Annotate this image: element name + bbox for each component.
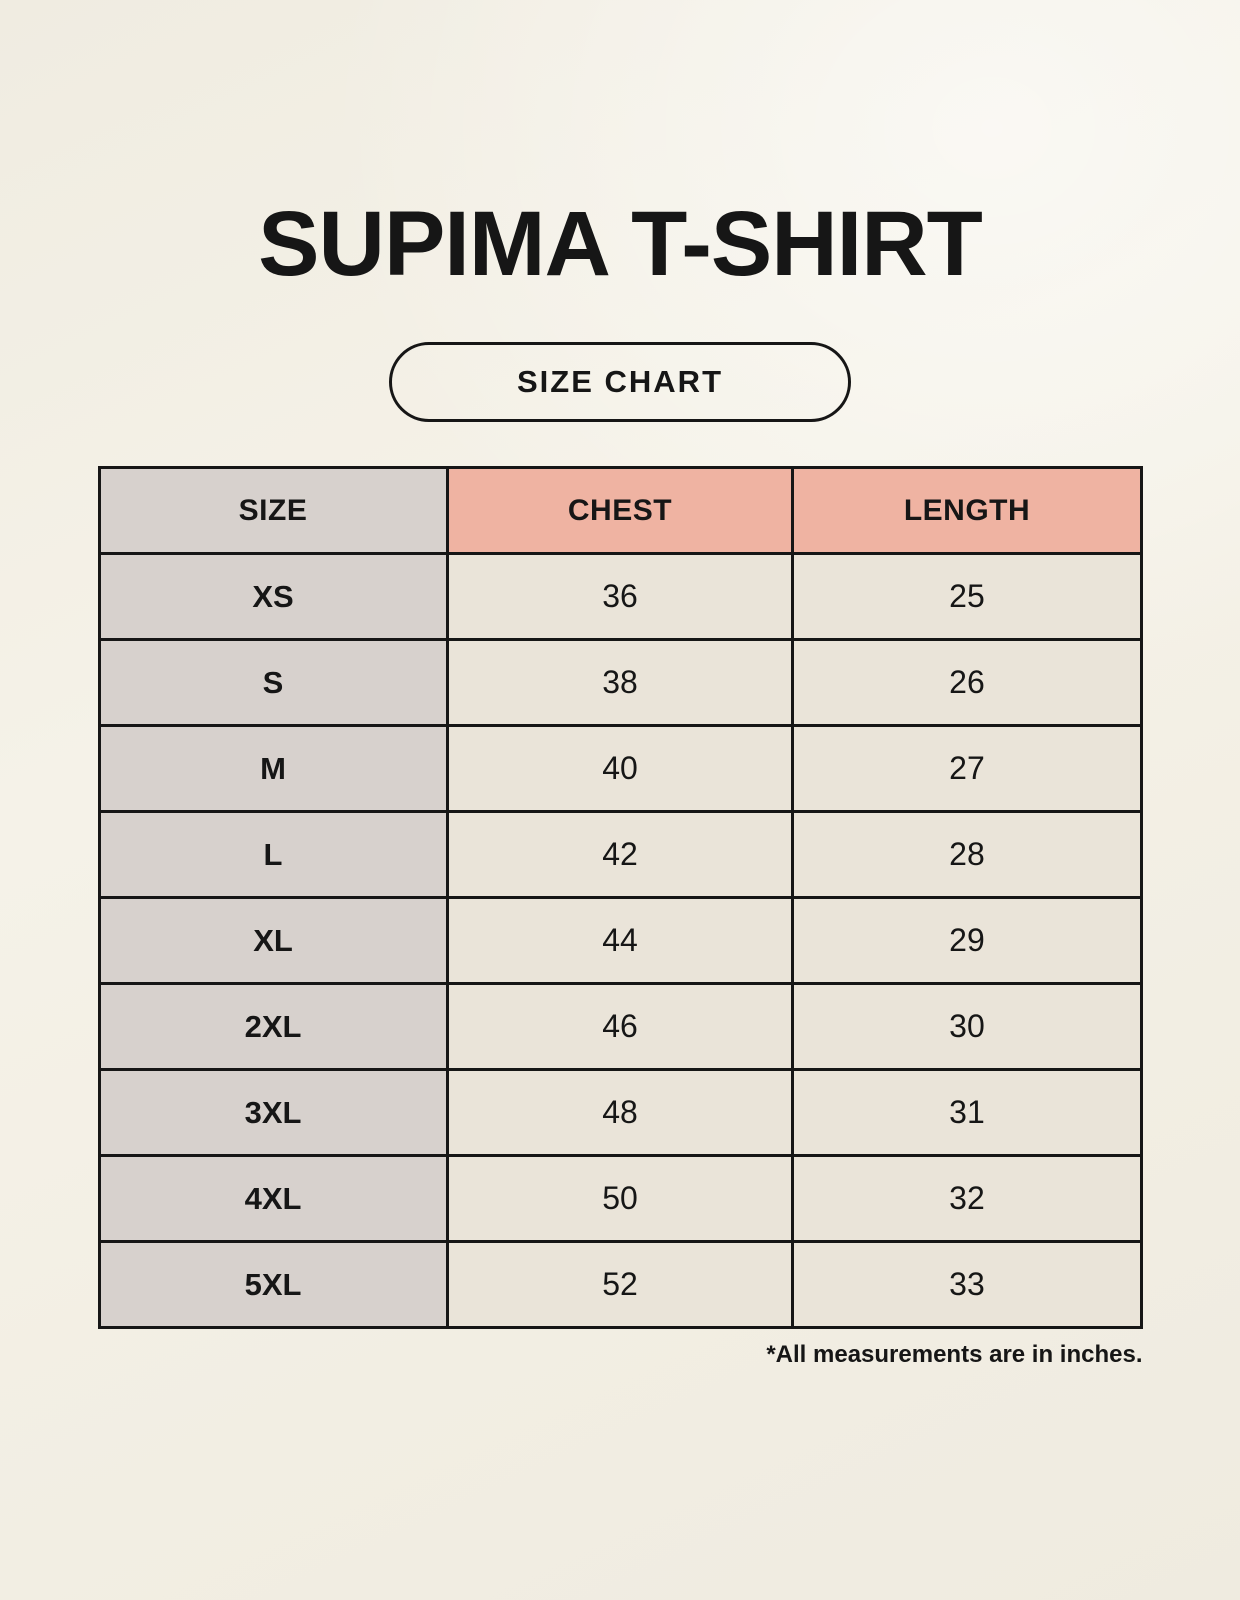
size-chart-table: SIZE CHEST LENGTH XS 36 25 S 38 26 M 40 … [97,466,1143,1329]
chest-cell: 46 [445,982,795,1071]
table-row: 3XL 48 31 [97,1068,1143,1157]
table-row: 2XL 46 30 [97,982,1143,1071]
length-cell: 29 [791,896,1143,985]
length-cell: 26 [791,638,1143,727]
size-cell: S [97,638,449,727]
table-row: 5XL 52 33 [97,1240,1143,1329]
column-header-chest: CHEST [445,466,795,555]
size-cell: XS [97,552,449,641]
size-cell: XL [97,896,449,985]
chest-cell: 36 [445,552,795,641]
length-cell: 28 [791,810,1143,899]
size-cell: 4XL [97,1154,449,1243]
table-row: S 38 26 [97,638,1143,727]
size-cell: 2XL [97,982,449,1071]
chest-cell: 52 [445,1240,795,1329]
table-row: XS 36 25 [97,552,1143,641]
size-chart-badge-label: SIZE CHART [517,364,723,399]
table-row: L 42 28 [97,810,1143,899]
table-row: M 40 27 [97,724,1143,813]
chest-cell: 48 [445,1068,795,1157]
length-cell: 31 [791,1068,1143,1157]
table-row: XL 44 29 [97,896,1143,985]
length-cell: 32 [791,1154,1143,1243]
length-cell: 27 [791,724,1143,813]
size-cell: L [97,810,449,899]
length-cell: 30 [791,982,1143,1071]
table-body: XS 36 25 S 38 26 M 40 27 L 42 28 XL 44 [97,552,1143,1329]
column-header-length: LENGTH [791,466,1143,555]
size-cell: 3XL [97,1068,449,1157]
size-cell: M [97,724,449,813]
page-title: SUPIMA T-SHIRT [258,193,983,295]
chest-cell: 50 [445,1154,795,1243]
measurements-footnote: *All measurements are in inches. [766,1341,1143,1368]
length-cell: 25 [791,552,1143,641]
column-header-size: SIZE [97,466,449,555]
chest-cell: 44 [445,896,795,985]
chest-cell: 42 [445,810,795,899]
header-row: SIZE CHEST LENGTH [97,466,1143,555]
size-chart-badge: SIZE CHART [389,342,851,422]
table-header: SIZE CHEST LENGTH [97,466,1143,555]
table-row: 4XL 50 32 [97,1154,1143,1243]
chest-cell: 38 [445,638,795,727]
length-cell: 33 [791,1240,1143,1329]
chest-cell: 40 [445,724,795,813]
size-cell: 5XL [97,1240,449,1329]
